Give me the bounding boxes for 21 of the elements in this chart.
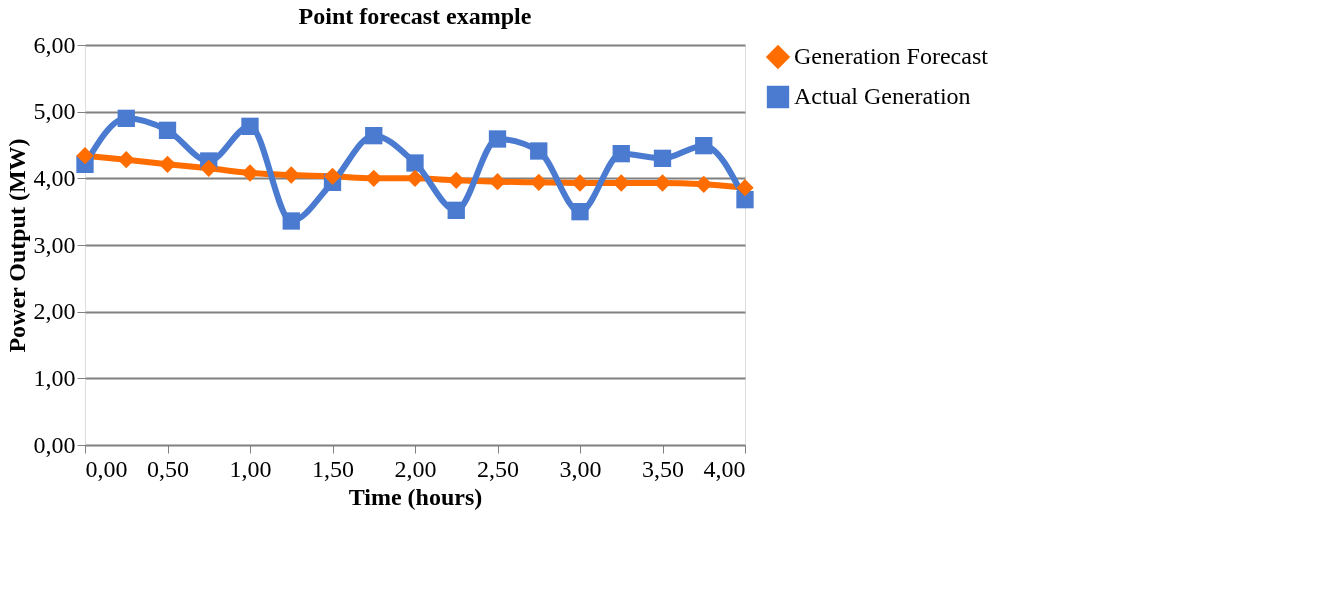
x-tick-label: 3,00 — [559, 455, 602, 482]
x-tick-label: 1,50 — [312, 455, 354, 482]
legend-label: Generation Forecast — [794, 43, 989, 69]
y-tick-label: 3,00 — [33, 231, 76, 258]
y-tick-label: 2,00 — [33, 298, 76, 325]
x-tick-label: 2,50 — [477, 455, 519, 482]
y-tick-label: 4,00 — [33, 164, 76, 191]
x-tick-label: 1,00 — [229, 455, 272, 482]
legend-label: Actual Generation — [794, 83, 971, 109]
x-tick-label: 4,00 — [703, 455, 746, 482]
x-tick-label: 0,00 — [85, 455, 128, 482]
y-tick-label: 0,00 — [33, 431, 76, 458]
chart-title: Point forecast example — [298, 3, 532, 29]
x-tick-label: 0,50 — [147, 455, 189, 482]
y-axis-title: Power Output (MW) — [3, 138, 30, 353]
y-tick-label: 1,00 — [33, 364, 76, 391]
x-tick-label: 2,00 — [394, 455, 437, 482]
y-tick-label: 6,00 — [33, 31, 76, 58]
x-axis-title: Time (hours) — [348, 483, 483, 510]
x-tick-label: 3,50 — [642, 455, 684, 482]
y-tick-label: 5,00 — [33, 98, 76, 125]
